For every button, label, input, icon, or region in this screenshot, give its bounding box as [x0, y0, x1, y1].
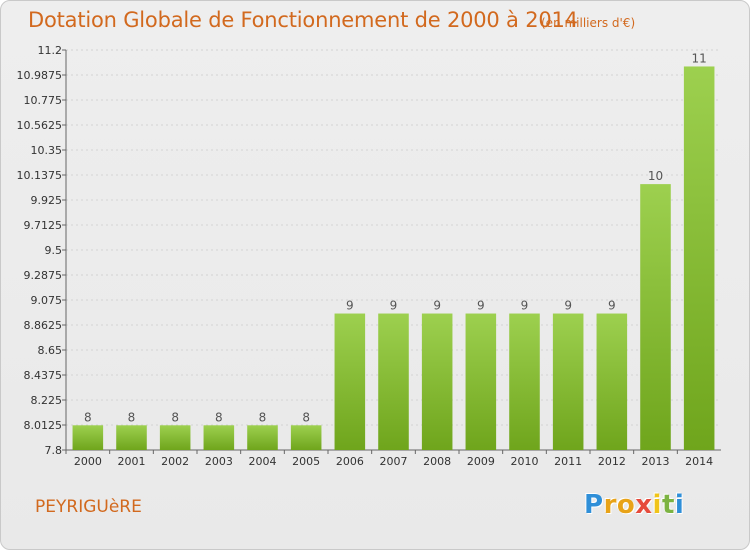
y-tick-label: 10.1375 — [17, 169, 63, 182]
logo-letter: x — [635, 490, 653, 520]
commune-name: PEYRIGUèRE — [35, 497, 142, 517]
data-label: 9 — [433, 299, 441, 313]
data-label: 10 — [648, 169, 663, 183]
bar — [290, 425, 322, 450]
y-tick-label: 9.7125 — [24, 219, 63, 232]
logo-letter: i — [674, 490, 685, 520]
bar — [640, 184, 671, 450]
bar — [596, 313, 628, 450]
chart-subtitle: (en milliers d'€) — [541, 16, 636, 30]
x-tick-label: 2012 — [598, 455, 626, 468]
bar — [159, 425, 191, 450]
y-tick-label: 7.8 — [45, 444, 63, 457]
x-tick-label: 2001 — [118, 455, 146, 468]
bar — [72, 425, 104, 450]
logo-letter: P — [584, 490, 604, 520]
x-tick-label: 2010 — [511, 455, 539, 468]
data-label: 8 — [215, 410, 223, 424]
bar — [683, 66, 715, 451]
x-tick-label: 2005 — [292, 455, 320, 468]
bar — [203, 425, 235, 450]
x-tick-label: 2009 — [467, 455, 495, 468]
bar — [421, 313, 453, 450]
y-tick-label: 9.5 — [45, 244, 63, 257]
x-tick-label: 2008 — [423, 455, 451, 468]
labels: 7.8 8.0125 8.225 8.4375 8.65 8.8625 9.075 9.287… — [17, 44, 714, 468]
bar — [465, 313, 497, 450]
data-label: 9 — [564, 299, 572, 313]
y-tick-label: 8.225 — [31, 394, 63, 407]
x-tick-label: 2000 — [74, 455, 102, 468]
data-label: 8 — [171, 410, 179, 424]
data-label: 9 — [346, 299, 354, 313]
x-tick-label: 2004 — [249, 455, 277, 468]
data-label: 9 — [521, 299, 529, 313]
x-tick-label: 2003 — [205, 455, 233, 468]
x-tick-label: 2002 — [161, 455, 189, 468]
bar — [334, 313, 366, 450]
data-label: 9 — [477, 299, 485, 313]
y-tick-label: 10.9875 — [17, 69, 63, 82]
chart-title: Dotation Globale de Fonctionnement de 20… — [28, 8, 578, 32]
logo-letter: o — [616, 490, 636, 520]
x-tick-label: 2006 — [336, 455, 364, 468]
y-tick-label: 9.925 — [31, 194, 63, 207]
x-tick-label: 2007 — [380, 455, 408, 468]
y-tick-label: 9.2875 — [24, 269, 63, 282]
logo-letter: t — [661, 490, 675, 520]
y-tick-label: 9.075 — [31, 294, 63, 307]
data-label: 8 — [302, 410, 310, 424]
bar — [552, 313, 584, 450]
bar — [509, 313, 540, 450]
x-tick-label: 2011 — [554, 455, 582, 468]
bar — [378, 313, 409, 450]
data-label: 8 — [128, 410, 136, 424]
x-tick-label: 2014 — [685, 455, 713, 468]
y-tick-label: 8.8625 — [24, 319, 63, 332]
bar — [247, 425, 278, 450]
y-tick-label: 8.0125 — [24, 419, 63, 432]
y-tick-label: 8.65 — [38, 344, 63, 357]
data-label: 9 — [608, 299, 616, 313]
x-tick-label: 2013 — [642, 455, 670, 468]
logo-letter: i — [652, 490, 662, 520]
data-label: 8 — [84, 410, 92, 424]
y-tick-label: 11.2 — [38, 44, 63, 57]
data-label: 9 — [390, 299, 398, 313]
bar — [116, 425, 147, 450]
y-tick-label: 8.4375 — [24, 369, 63, 382]
y-tick-label: 10.35 — [31, 144, 63, 157]
y-tick-label: 10.5625 — [17, 119, 63, 132]
data-label: 11 — [692, 51, 707, 65]
y-tick-label: 10.775 — [24, 94, 63, 107]
bars — [72, 66, 715, 451]
data-label: 8 — [259, 410, 267, 424]
logo-letter: r — [603, 490, 617, 520]
proxiti-logo[interactable]: Proxiti — [584, 490, 684, 520]
